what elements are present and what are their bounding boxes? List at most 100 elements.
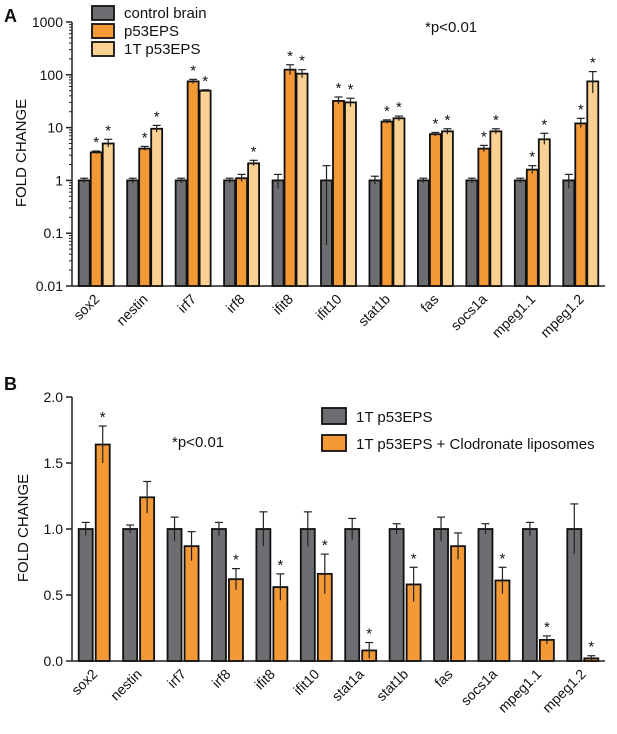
significance-star: * [277,557,283,574]
bar [283,68,297,287]
bar [586,80,600,287]
bar [332,100,345,287]
x-tick-label: socs1a [447,291,490,334]
bar [198,89,212,287]
x-tick-label: irf8 [209,666,234,691]
x-tick-label: ifit8 [251,666,278,693]
bar [450,545,466,662]
bar [223,179,236,287]
bar [235,177,248,287]
x-tick-label: socs1a [457,666,500,709]
significance-star: * [93,134,99,151]
legend-swatch [91,23,115,39]
significance-star: * [100,409,106,426]
significance-star: * [348,81,354,98]
legend-swatch [321,407,347,425]
bar [122,528,139,662]
significance-star: * [366,626,372,643]
significance-star: * [384,103,390,120]
significance-star: * [233,552,239,569]
bar [186,80,200,287]
significance-star: * [590,55,596,72]
bar [101,142,115,287]
x-tick-label: mpeg1.1 [495,666,545,716]
bar [150,127,164,287]
y-tick-label: 0.01 [36,278,63,294]
legend-label: 1T p53EPS + Clodronate liposomes [356,436,595,453]
bar [126,179,140,287]
panel-a: A FOLD CHANGE *p<0.01 0.01 0.1 1 10 100 1000 s… [4,5,605,341]
significance-star: * [154,108,160,125]
x-tick-label: fas [431,666,456,691]
panel-b-bars: * * * * * * * * * [77,409,600,662]
bar [392,117,406,287]
significance-star: * [322,537,328,554]
bar [94,443,111,662]
bar [211,528,227,662]
significance-star: * [396,99,402,116]
panel-b-legend: 1T p53EPS 1T p53EPS + Clodronate liposome… [321,407,595,453]
significance-star: * [411,550,417,567]
bar [489,130,503,287]
panel-b-y-axis-label: FOLD CHANGE [15,474,32,582]
y-tick-label: 1.5 [44,455,64,471]
bar [183,545,200,662]
legend-label: 1T p53EPS [124,41,200,58]
significance-star: * [588,639,594,656]
legend-swatch [91,5,115,21]
bar [433,528,449,662]
significance-star: * [287,48,293,65]
significance-star: * [493,112,499,129]
significance-star: * [336,80,342,97]
panel-a-bars: * * * * * * * * * * * * * * * * * * * * * [77,48,600,287]
significance-star: * [251,143,257,160]
bar [295,72,309,287]
x-tick-label: stat1b [373,666,411,704]
significance-star: * [529,149,535,166]
significance-star: * [142,129,148,146]
bar [465,179,479,287]
panel-a-letter: A [4,6,17,26]
significance-star: * [432,115,438,132]
x-tick-label: nestin [113,291,151,329]
bar [513,179,527,287]
bar [299,528,316,662]
bar [77,179,91,287]
x-tick-label: mpeg1.2 [539,666,589,716]
bar [89,151,103,287]
bar [574,122,588,287]
bar [477,528,494,662]
bar [174,179,188,287]
panel-a-axes: 0.01 0.1 1 10 100 1000 sox2 nestin irf7 irf8 ifit8… [32,14,605,341]
x-tick-label: sox2 [70,291,102,323]
x-tick-label: stat1a [329,666,367,704]
x-tick-label: ifit10 [290,666,322,698]
legend-label: 1T p53EPS [356,409,432,426]
bar [477,147,491,287]
y-tick-label: 2.0 [44,389,64,405]
bar [138,147,152,287]
x-tick-label: mpeg1.1 [489,291,539,341]
legend-label: p53EPS [124,23,179,40]
significance-star: * [541,116,547,133]
bar [139,496,156,662]
bar [429,133,442,287]
x-tick-label: irf7 [174,291,199,316]
bar [344,101,357,287]
panel-a-significance-note: *p<0.01 [425,19,477,36]
x-tick-label: ifit10 [312,291,344,323]
x-tick-label: ifit8 [269,291,296,318]
y-tick-label: 100 [40,67,64,83]
significance-star: * [500,550,506,567]
bar [255,528,272,662]
significance-star: * [444,112,450,129]
bar [525,168,539,287]
significance-star: * [299,53,305,70]
significance-star: * [105,122,111,139]
x-tick-label: mpeg1.2 [537,291,587,341]
legend-swatch [91,41,115,57]
y-tick-label: 0.1 [44,225,64,241]
bar [441,130,454,287]
